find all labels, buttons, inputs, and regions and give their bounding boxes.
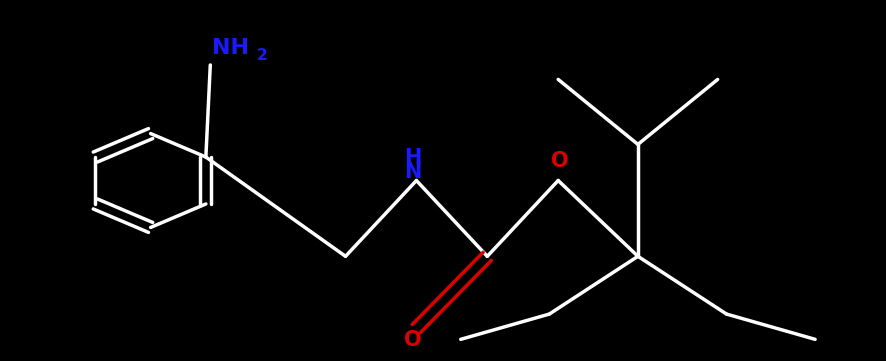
Text: O: O [404, 330, 422, 350]
Text: H: H [404, 148, 422, 168]
Text: NH: NH [212, 39, 249, 58]
Text: 2: 2 [256, 48, 267, 63]
Text: O: O [551, 152, 569, 171]
Text: N: N [404, 162, 422, 182]
